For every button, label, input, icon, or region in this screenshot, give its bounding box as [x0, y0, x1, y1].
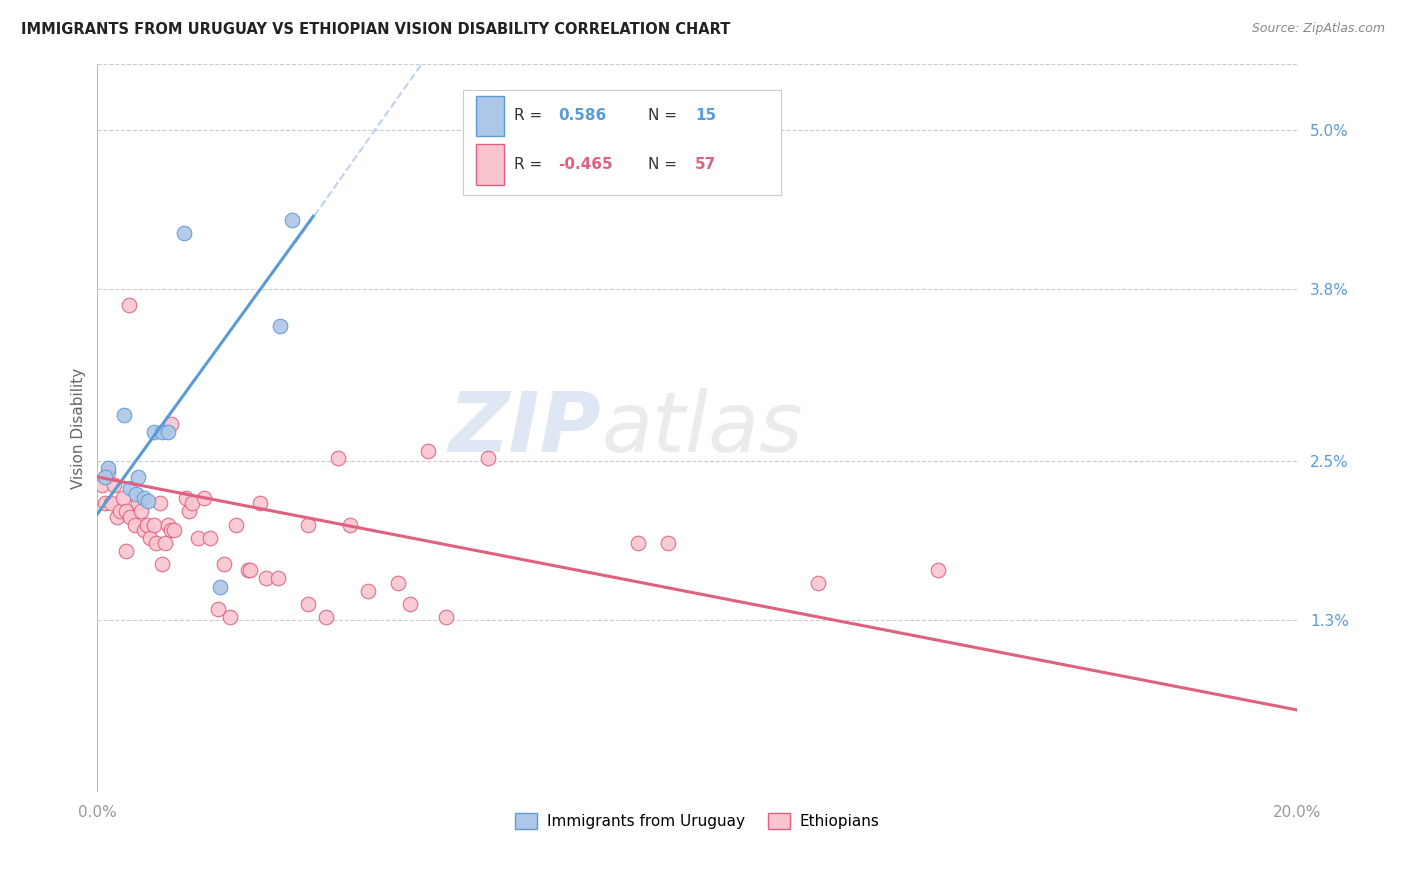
Point: [100, 496, 122, 510]
Point: [174, 491, 197, 505]
Point: [125, 487, 148, 501]
Point: [418, 443, 440, 458]
Point: [207, 602, 229, 616]
Point: [120, 509, 142, 524]
Point: [127, 470, 149, 484]
Point: [434, 610, 457, 624]
Text: Source: ZipAtlas.com: Source: ZipAtlas.com: [1251, 22, 1385, 36]
Point: [181, 496, 204, 510]
Point: [357, 583, 380, 598]
Point: [297, 597, 319, 611]
Point: [399, 597, 422, 611]
Point: [127, 496, 149, 510]
Point: [115, 504, 138, 518]
Point: [103, 478, 125, 492]
Point: [238, 563, 260, 577]
Point: [111, 491, 134, 505]
Point: [157, 517, 180, 532]
Point: [269, 319, 291, 334]
Point: [120, 481, 142, 495]
Point: [387, 575, 409, 590]
Point: [108, 504, 131, 518]
Point: [193, 491, 215, 505]
Point: [91, 478, 114, 492]
Legend: Immigrants from Uruguay, Ethiopians: Immigrants from Uruguay, Ethiopians: [509, 807, 886, 835]
Point: [477, 451, 499, 466]
Point: [143, 517, 166, 532]
Point: [143, 425, 166, 439]
Point: [214, 558, 236, 572]
Point: [134, 523, 156, 537]
Point: [129, 504, 152, 518]
Point: [657, 536, 679, 550]
Point: [139, 531, 162, 545]
Point: [281, 213, 304, 227]
Text: atlas: atlas: [602, 387, 803, 468]
Y-axis label: Vision Disability: Vision Disability: [72, 368, 86, 489]
Point: [153, 536, 176, 550]
Point: [239, 563, 262, 577]
Point: [209, 580, 232, 594]
Point: [627, 536, 650, 550]
Point: [198, 531, 221, 545]
Point: [315, 610, 337, 624]
Point: [219, 610, 242, 624]
Point: [97, 465, 120, 479]
Point: [187, 531, 209, 545]
Point: [807, 575, 830, 590]
Point: [136, 493, 159, 508]
Point: [163, 523, 186, 537]
Point: [339, 517, 361, 532]
Point: [93, 496, 115, 510]
Text: IMMIGRANTS FROM URUGUAY VS ETHIOPIAN VISION DISABILITY CORRELATION CHART: IMMIGRANTS FROM URUGUAY VS ETHIOPIAN VIS…: [21, 22, 731, 37]
Point: [157, 425, 180, 439]
Text: ZIP: ZIP: [449, 387, 602, 468]
Point: [173, 227, 195, 241]
Point: [927, 563, 949, 577]
Point: [249, 496, 271, 510]
Point: [135, 517, 157, 532]
Point: [225, 517, 247, 532]
Point: [328, 451, 350, 466]
Point: [93, 470, 115, 484]
Point: [177, 504, 200, 518]
Point: [97, 460, 120, 475]
Point: [105, 509, 128, 524]
Point: [159, 523, 181, 537]
Point: [134, 491, 156, 505]
Point: [124, 517, 146, 532]
Point: [112, 408, 135, 422]
Point: [115, 544, 138, 558]
Point: [117, 298, 139, 312]
Point: [297, 517, 319, 532]
Point: [149, 496, 172, 510]
Point: [150, 425, 173, 439]
Point: [145, 536, 167, 550]
Point: [267, 570, 290, 584]
Point: [256, 570, 278, 584]
Point: [159, 417, 181, 431]
Point: [150, 558, 173, 572]
